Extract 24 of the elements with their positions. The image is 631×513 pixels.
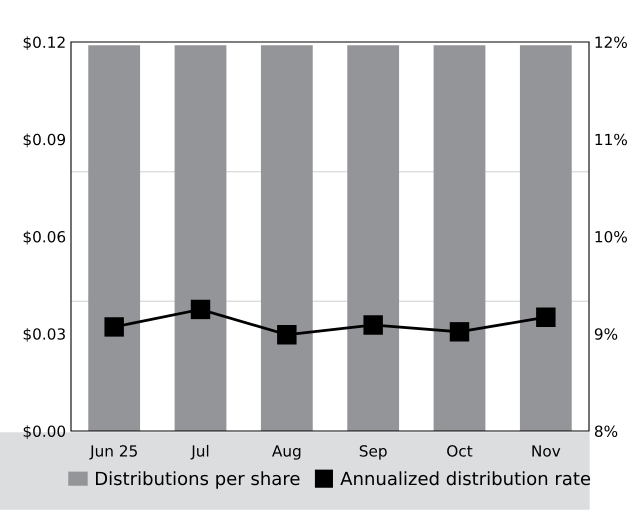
y2-tick-label: 11% <box>596 134 627 146</box>
point <box>190 300 210 320</box>
point <box>277 325 297 344</box>
x-tick-label: Sep <box>360 445 387 460</box>
y-tick-label: $0.00 <box>24 425 66 440</box>
y2-tick-label: 10% <box>596 230 627 243</box>
legend-label: Annualized distribution rate <box>340 471 590 486</box>
x-tick-label: Oct <box>447 445 472 457</box>
y2-tick-label: 9% <box>594 328 618 340</box>
legend-label: Distributions per share <box>96 471 300 489</box>
point <box>450 322 470 342</box>
y-tick-label: $0.06 <box>24 230 66 245</box>
x-tick-label: Aug <box>272 445 300 460</box>
y-tick-label: $0.03 <box>24 328 65 342</box>
y2-tick-label: 8% <box>594 425 618 438</box>
y2-tick-label: 12% <box>596 36 627 48</box>
x-tick-label: Jun 25 <box>89 445 137 460</box>
x-tick-label: Jul <box>190 444 208 460</box>
y-tick-label: $0.09 <box>24 133 66 148</box>
y-tick-label: $0.12 <box>24 36 65 50</box>
point <box>363 315 383 335</box>
point <box>536 307 556 327</box>
x-tick-label: Nov <box>532 445 560 457</box>
point <box>104 317 124 337</box>
